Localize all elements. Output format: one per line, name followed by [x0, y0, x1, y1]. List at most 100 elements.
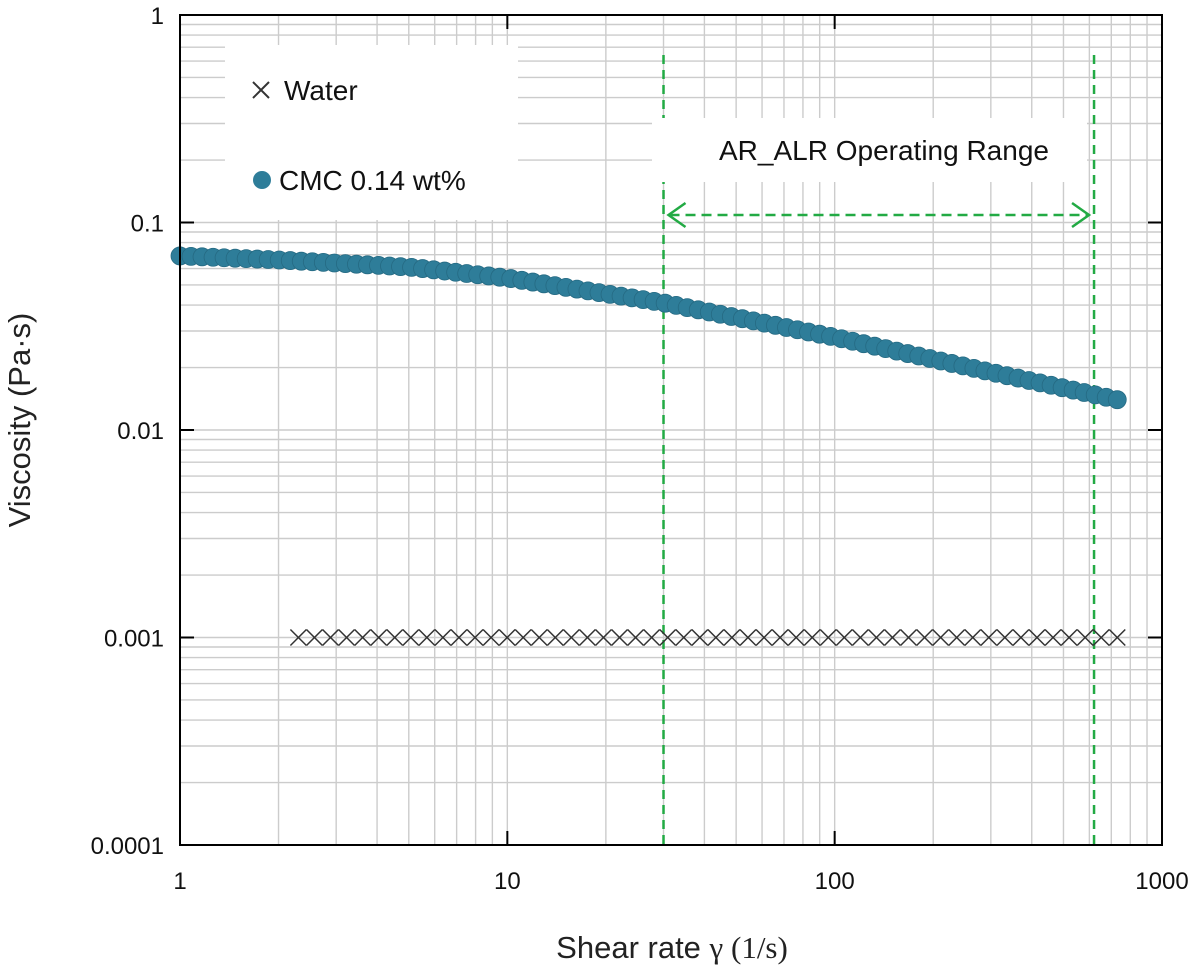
- water-point: [1012, 628, 1030, 647]
- water-point: [450, 628, 468, 647]
- series-cmc: [170, 246, 1127, 410]
- y-tick-label: 1: [151, 3, 164, 30]
- water-point-stroke: [514, 628, 532, 647]
- range-arrow-right-head: [1071, 201, 1092, 229]
- water-point: [434, 628, 452, 647]
- water-point-stroke: [1060, 628, 1078, 647]
- water-point: [819, 628, 837, 647]
- water-point-stroke: [932, 628, 950, 647]
- water-point: [851, 628, 869, 647]
- water-point-stroke: [289, 628, 307, 647]
- water-point-stroke: [691, 628, 709, 647]
- water-point: [578, 628, 596, 647]
- water-point-stroke: [819, 628, 837, 647]
- water-point: [1044, 628, 1062, 647]
- water-point: [1108, 628, 1126, 647]
- legend-water-label: Water: [284, 75, 358, 106]
- water-point: [402, 628, 420, 647]
- water-point: [707, 628, 725, 647]
- y-tick-label: 0.0001: [91, 833, 164, 860]
- legend-water-marker: [252, 81, 270, 99]
- x-tick-label: 10: [494, 868, 521, 895]
- water-point-stroke: [466, 628, 484, 647]
- water-point: [305, 628, 323, 647]
- water-point-stroke: [370, 628, 388, 647]
- water-point-stroke: [402, 628, 420, 647]
- water-point: [338, 628, 356, 647]
- water-point: [289, 628, 307, 647]
- water-point-stroke: [1076, 628, 1094, 647]
- water-point: [386, 628, 404, 647]
- water-point: [418, 628, 436, 647]
- water-point-stroke: [755, 628, 773, 647]
- water-point: [835, 628, 853, 647]
- water-point: [1092, 628, 1110, 647]
- water-point: [739, 628, 757, 647]
- water-point: [530, 628, 548, 647]
- water-point-stroke: [546, 628, 564, 647]
- water-point: [482, 628, 500, 647]
- water-point-stroke: [835, 628, 853, 647]
- water-point-stroke: [338, 628, 356, 647]
- water-point-stroke: [1012, 628, 1030, 647]
- water-point-stroke: [771, 628, 789, 647]
- water-point: [321, 628, 340, 647]
- water-point-stroke: [482, 628, 500, 647]
- cmc-point: [1107, 390, 1127, 410]
- water-point: [594, 628, 612, 647]
- water-point-stroke: [675, 628, 693, 647]
- operating-range-label: AR_ALR Operating Range: [719, 135, 1049, 166]
- water-point: [691, 628, 709, 647]
- series-water: [289, 628, 1126, 647]
- water-point: [354, 628, 372, 647]
- water-point: [1028, 628, 1046, 647]
- legend-cmc-marker: [253, 171, 271, 189]
- water-point: [562, 628, 580, 647]
- water-point-stroke: [787, 628, 805, 647]
- water-point-stroke: [434, 628, 452, 647]
- water-point: [643, 628, 661, 647]
- water-point-stroke: [386, 628, 404, 647]
- water-point: [948, 628, 966, 647]
- y-tick-labels: 1 0.1 0.01 0.001 0.0001: [91, 3, 164, 860]
- water-point-stroke: [659, 628, 677, 647]
- water-point-stroke: [418, 628, 436, 647]
- water-point-stroke: [803, 628, 821, 647]
- water-point-stroke: [707, 628, 725, 647]
- range-arrow-left-head: [666, 201, 687, 229]
- water-point-stroke: [723, 628, 741, 647]
- water-point-stroke: [867, 628, 885, 647]
- water-point: [787, 628, 805, 647]
- water-point: [466, 628, 484, 647]
- water-point-stroke: [996, 628, 1014, 647]
- water-point: [1076, 628, 1094, 647]
- water-point-stroke: [450, 628, 468, 647]
- water-point-stroke: [980, 628, 998, 647]
- water-point: [675, 628, 693, 647]
- water-point: [1060, 628, 1078, 647]
- water-point: [900, 628, 918, 647]
- axis-ticks: [179, 14, 1163, 846]
- water-point: [546, 628, 564, 647]
- water-point-stroke: [739, 628, 757, 647]
- water-point-stroke: [643, 628, 661, 647]
- y-tick-label: 0.01: [117, 418, 164, 445]
- water-point-stroke: [900, 628, 918, 647]
- operating-range-label-background: [652, 118, 1087, 182]
- water-point-stroke: [530, 628, 548, 647]
- water-point: [370, 628, 388, 647]
- water-point-stroke: [1108, 628, 1126, 647]
- water-point-stroke: [498, 628, 516, 647]
- x-tick-label: 1: [173, 868, 186, 895]
- water-point-stroke: [851, 628, 869, 647]
- water-point: [659, 628, 677, 647]
- x-tick-labels: 1 10 100 1000: [173, 868, 1188, 895]
- water-point-stroke: [305, 628, 323, 647]
- y-tick-label: 0.001: [104, 626, 164, 653]
- operating-range-markers: [662, 55, 1096, 845]
- x-tick-label: 1000: [1135, 868, 1188, 895]
- water-point: [803, 628, 821, 647]
- water-point-stroke: [1092, 628, 1110, 647]
- water-point: [932, 628, 950, 647]
